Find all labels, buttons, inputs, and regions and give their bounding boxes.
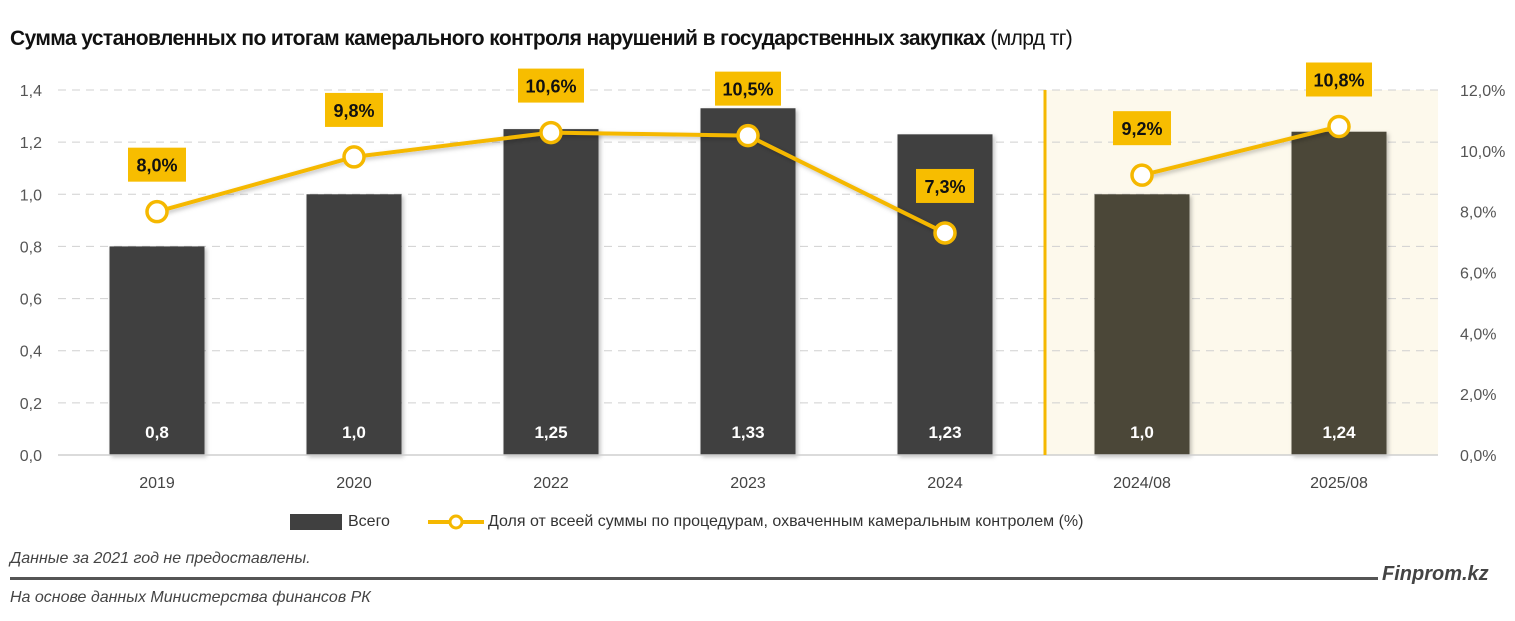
y-left-tick-label: 0,4 xyxy=(20,344,42,361)
bar-value-label: 1,33 xyxy=(731,423,764,442)
line-value-label: 7,3% xyxy=(924,177,965,197)
line-label-box xyxy=(518,68,584,103)
combo-chart: 0,8 1,0 1,25 1,33 1,23 1,0 1,24 8,0% 9,8% 10,6% 10… xyxy=(20,62,1505,492)
line-series-segment xyxy=(1141,124,1340,178)
x-tick-label: 2023 xyxy=(730,475,766,492)
line-value-label: 9,8% xyxy=(333,101,374,121)
line-point xyxy=(933,221,957,245)
line-label-box xyxy=(916,168,974,203)
footer-divider xyxy=(10,577,1378,580)
y-right-tick-label: 8,0% xyxy=(1460,205,1496,222)
y-left-tick-label: 1,0 xyxy=(20,187,42,204)
line-value-label: 10,6% xyxy=(525,77,576,97)
source-note: На основе данных Министерства финансов Р… xyxy=(10,589,371,606)
line-point xyxy=(1130,163,1154,187)
bar xyxy=(503,129,599,455)
y-right-tick-label: 12,0% xyxy=(1460,83,1505,100)
bar-value-label: 1,0 xyxy=(1130,423,1154,442)
line-value-label: 9,2% xyxy=(1121,119,1162,139)
legend-bar-swatch xyxy=(290,514,342,530)
bar-value-label: 1,23 xyxy=(928,423,961,442)
y-right-tick-label: 2,0% xyxy=(1460,387,1496,404)
bar-value-label: 1,0 xyxy=(342,423,366,442)
bar xyxy=(1291,131,1387,455)
chart-legend: Всего Доля от всеей суммы по процедурам,… xyxy=(290,510,1083,534)
line-point xyxy=(736,123,760,148)
bar xyxy=(109,246,205,455)
line-label-box xyxy=(1113,111,1171,146)
x-tick-label: 2024/08 xyxy=(1113,475,1171,492)
legend-line-icon xyxy=(427,514,484,530)
chart-title-unit: (млрд тг) xyxy=(990,27,1073,50)
y-left-tick-label: 1,2 xyxy=(20,135,42,152)
line-point xyxy=(145,199,169,224)
y-left-tick-label: 0,0 xyxy=(20,448,42,465)
x-tick-label: 2020 xyxy=(336,475,372,492)
x-tick-label: 2025/08 xyxy=(1310,475,1368,492)
bar xyxy=(1094,194,1190,456)
brand-logo: Finprom.kz xyxy=(1382,563,1489,585)
bar xyxy=(700,108,796,455)
line-value-label: 10,5% xyxy=(722,80,773,100)
legend-bar-label: Всего xyxy=(348,513,390,530)
line-point xyxy=(539,120,563,145)
y-left-tick-label: 0,6 xyxy=(20,292,42,309)
legend-line-label: Доля от всеей суммы по процедурам, охвач… xyxy=(487,513,1084,530)
y-right-tick-label: 10,0% xyxy=(1460,144,1505,161)
chart-title: Сумма установленных по итогам камерально… xyxy=(10,27,1073,51)
x-tick-label: 2024 xyxy=(927,475,963,492)
y-left-tick-label: 0,8 xyxy=(20,239,42,256)
footnote: Данные за 2021 год не предоставлены. xyxy=(10,550,311,567)
bar-value-label: 0,8 xyxy=(145,423,169,442)
line-value-label: 8,0% xyxy=(136,156,177,176)
y-right-tick-label: 6,0% xyxy=(1460,266,1496,283)
line-label-box xyxy=(1306,62,1372,97)
bar-value-label: 1,25 xyxy=(534,423,567,442)
bar xyxy=(306,194,402,456)
x-tick-label: 2019 xyxy=(139,475,175,492)
line-value-label: 10,8% xyxy=(1313,71,1364,91)
line-label-box xyxy=(715,71,781,106)
y-right-tick-label: 4,0% xyxy=(1460,326,1496,343)
y-right-tick-label: 0,0% xyxy=(1460,448,1496,465)
line-label-box xyxy=(325,92,383,127)
y-left-tick-label: 1,4 xyxy=(20,83,42,100)
line-point xyxy=(1327,114,1351,139)
y-left-tick-label: 0,2 xyxy=(20,396,42,413)
line-point xyxy=(342,145,366,169)
chart-title-main: Сумма установленных по итогам камерально… xyxy=(10,27,986,50)
x-tick-label: 2022 xyxy=(533,475,569,492)
bar-value-label: 1,24 xyxy=(1322,423,1356,442)
line-label-box xyxy=(128,147,186,182)
